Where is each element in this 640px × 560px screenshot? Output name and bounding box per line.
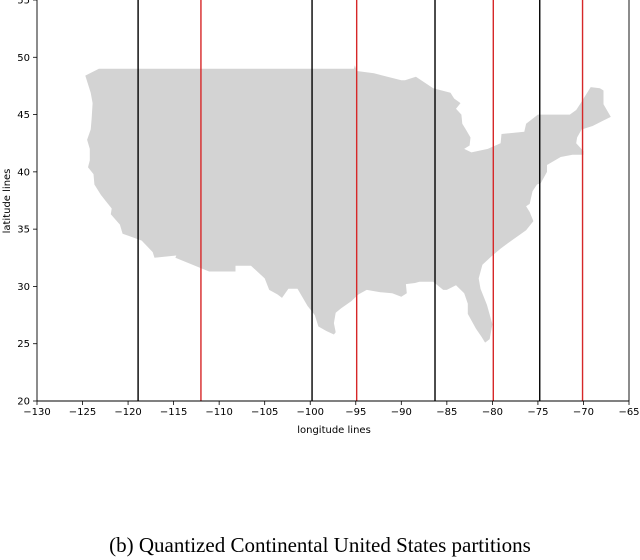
y-axis-label: latitude lines [2,169,13,234]
x-tick-label: −130 [23,407,50,418]
x-tick-label: −120 [114,407,141,418]
y-tick-label: 20 [17,397,30,408]
x-tick-label: −90 [391,407,412,418]
us-map-shape [85,65,611,343]
x-tick-label: −65 [618,407,639,418]
x-tick-label: −105 [251,407,278,418]
y-tick-label: 30 [17,282,30,293]
y-tick-label: 25 [17,339,30,350]
y-tick-label: 45 [17,110,30,121]
x-tick-label: −125 [69,407,96,418]
plot-frame [36,0,630,402]
x-tick-label: −80 [482,407,503,418]
x-axis: −130 −125 −120 −115 −110 −105 −100 −95 −90 −85 −80… [23,401,640,418]
y-axis: 20 25 30 35 40 45 50 55 [17,0,37,408]
x-tick-label: −95 [345,407,366,418]
figure-caption: (b) Quantized Continental United States … [109,533,531,557]
x-tick-label: −85 [436,407,457,418]
partition-lines [137,0,584,401]
x-tick-label: −110 [205,407,232,418]
x-tick-label: −100 [296,407,323,418]
x-axis-label: longitude lines [297,425,371,436]
y-tick-label: 55 [17,0,30,7]
map-layer [85,65,611,343]
x-tick-label: −115 [160,407,187,418]
x-tick-label: −70 [573,407,594,418]
y-tick-label: 50 [17,53,30,64]
x-tick-label: −75 [527,407,548,418]
y-tick-label: 40 [17,167,30,178]
y-tick-label: 35 [17,225,30,236]
us-partition-chart: −130 −125 −120 −115 −110 −105 −100 −95 −90 −85 −80… [2,0,640,436]
